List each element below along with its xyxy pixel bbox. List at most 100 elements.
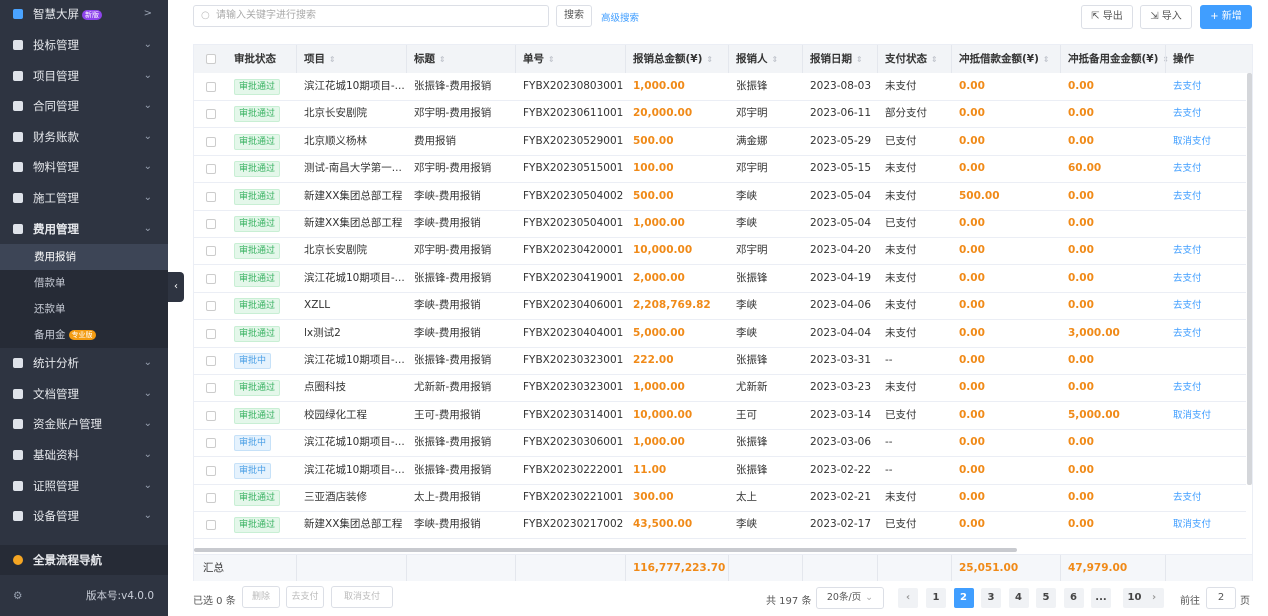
action-link[interactable]: 去支付 bbox=[1173, 300, 1202, 312]
checkbox[interactable] bbox=[206, 301, 216, 312]
page-number[interactable]: 1 bbox=[926, 588, 946, 608]
submenu-item[interactable]: 还款单 bbox=[0, 296, 168, 323]
add-button[interactable]: + 新增 bbox=[1200, 5, 1252, 29]
checkbox[interactable] bbox=[206, 383, 216, 394]
goto-input[interactable]: 2 bbox=[1206, 587, 1236, 609]
cell-text: 李峡-费用报销 bbox=[414, 299, 481, 312]
cell-text: 2023-03-06 bbox=[810, 436, 872, 449]
action-link[interactable]: 去支付 bbox=[1173, 245, 1202, 257]
action-link[interactable]: 去支付 bbox=[1173, 382, 1202, 394]
page-number[interactable]: 3 bbox=[981, 588, 1001, 608]
checkbox[interactable] bbox=[206, 356, 216, 366]
search-input[interactable]: ○ 请输入关键字进行搜索 bbox=[193, 5, 549, 27]
menu-item[interactable]: 投标管理 ⌄ bbox=[0, 30, 168, 60]
page-number[interactable]: 6 bbox=[1063, 588, 1084, 608]
search-button[interactable]: 搜索 bbox=[556, 5, 592, 27]
action-link[interactable]: 取消支付 bbox=[1173, 519, 1212, 531]
menu-item[interactable]: 证照管理 ⌄ bbox=[0, 471, 168, 501]
cell: FYBX20230515001 bbox=[523, 155, 625, 182]
cell: XZLL bbox=[304, 292, 406, 319]
cell: 邓宇明 bbox=[736, 155, 802, 182]
checkbox[interactable] bbox=[206, 246, 216, 257]
menu-item[interactable]: 统计分析 ⌄ bbox=[0, 348, 168, 378]
cell-text: FYBX20230504002 bbox=[523, 189, 624, 202]
brand[interactable]: 智慧大屏 新版 > bbox=[0, 0, 168, 28]
submenu-item[interactable]: 备用金 专业版 bbox=[0, 322, 168, 349]
menu-item[interactable]: 资金账户管理 ⌄ bbox=[0, 409, 168, 439]
column-header[interactable]: 项目 ⇕ bbox=[304, 45, 336, 74]
checkbox[interactable] bbox=[206, 164, 216, 175]
menu-item[interactable]: 基础资料 ⌄ bbox=[0, 440, 168, 470]
checkbox[interactable] bbox=[206, 410, 216, 421]
menu-label: 项目管理 bbox=[33, 68, 79, 83]
action-link[interactable]: 去支付 bbox=[1173, 190, 1202, 202]
checkbox[interactable] bbox=[206, 109, 216, 120]
next-page[interactable]: › bbox=[1144, 588, 1164, 608]
checkbox[interactable] bbox=[206, 54, 216, 64]
amount: 10,000.00 bbox=[633, 244, 693, 257]
menu-item[interactable]: 施工管理 ⌄ bbox=[0, 183, 168, 213]
column-header[interactable]: 支付状态 ⇕ bbox=[885, 45, 938, 74]
checkbox[interactable] bbox=[206, 438, 216, 449]
menu-item[interactable]: 文档管理 ⌄ bbox=[0, 379, 168, 409]
menu-item[interactable]: 合同管理 ⌄ bbox=[0, 91, 168, 121]
action-link[interactable]: 去支付 bbox=[1173, 327, 1202, 339]
column-header[interactable]: 冲抵备用金金额(¥)⇕ bbox=[1068, 45, 1169, 74]
menu-item[interactable]: 项目管理 ⌄ bbox=[0, 61, 168, 91]
prev-page[interactable]: ‹ bbox=[898, 588, 918, 608]
cell: 去支付 bbox=[1173, 484, 1243, 511]
column-header[interactable]: 冲抵借款金额(¥) ⇕ bbox=[959, 45, 1050, 74]
submenu-item[interactable]: 借款单 bbox=[0, 270, 168, 297]
footer-button[interactable]: 删除 bbox=[242, 586, 280, 608]
action-link[interactable]: 去支付 bbox=[1173, 492, 1202, 503]
nav-link[interactable]: 全景流程导航 bbox=[0, 545, 168, 575]
column-header[interactable]: 报销日期 ⇕ bbox=[810, 45, 863, 74]
menu-item[interactable]: 财务账款 ⌄ bbox=[0, 122, 168, 152]
amount: 0.00 bbox=[959, 162, 985, 175]
footer-button[interactable]: 取消支付 bbox=[331, 586, 393, 608]
column-header[interactable]: 报销人 ⇕ bbox=[736, 45, 778, 74]
cell: 滨江花城10期项目-... bbox=[304, 347, 406, 374]
page-number[interactable]: ... bbox=[1091, 588, 1111, 608]
action-link[interactable]: 去支付 bbox=[1173, 163, 1202, 175]
cell-text: 已支付 bbox=[885, 134, 917, 147]
import-button[interactable]: ⇲ 导入 bbox=[1140, 5, 1192, 29]
page-size[interactable]: 20条/页 ⌄ bbox=[816, 587, 884, 609]
menu-item[interactable]: 设备管理 ⌄ bbox=[0, 501, 168, 531]
action-link[interactable]: 取消支付 bbox=[1173, 135, 1212, 147]
cell: 0.00 bbox=[959, 128, 1060, 155]
sidebar: 智慧大屏 新版 > 投标管理 ⌄ 项目管理 ⌄ 合同管理 ⌄ 财务账款 ⌄ 物料管理 ⌄ 施工管理 ⌄ 费用… bbox=[0, 0, 168, 616]
checkbox[interactable] bbox=[206, 191, 216, 202]
checkbox[interactable] bbox=[206, 273, 216, 284]
page-number[interactable]: 4 bbox=[1008, 588, 1029, 608]
footer-button[interactable]: 去支付 bbox=[286, 586, 324, 608]
checkbox[interactable] bbox=[206, 520, 216, 531]
page-number[interactable]: 2 bbox=[953, 588, 974, 608]
submenu-item[interactable]: 费用报销 bbox=[0, 244, 168, 271]
checkbox[interactable] bbox=[206, 82, 216, 92]
checkbox[interactable] bbox=[206, 465, 216, 476]
status-tag: 审批通过 bbox=[234, 216, 281, 232]
collapse-toggle[interactable]: ‹ bbox=[168, 272, 184, 302]
cell-text: 李峡-费用报销 bbox=[414, 217, 481, 229]
checkbox[interactable] bbox=[206, 328, 216, 339]
cell: 新建XX集团总部工程 bbox=[304, 511, 406, 538]
menu-item[interactable]: 费用管理 ⌄ bbox=[0, 214, 168, 244]
cell-text: 已支付 bbox=[885, 518, 917, 531]
page-number[interactable]: 5 bbox=[1036, 588, 1056, 608]
page-number[interactable]: 10 bbox=[1122, 588, 1147, 608]
menu-item[interactable]: 物料管理 ⌄ bbox=[0, 152, 168, 182]
action-link[interactable]: 去支付 bbox=[1173, 108, 1202, 120]
action-link[interactable]: 取消支付 bbox=[1173, 409, 1212, 421]
action-link[interactable]: 去支付 bbox=[1173, 81, 1202, 92]
action-link[interactable]: 去支付 bbox=[1173, 272, 1202, 284]
column-header[interactable]: 报销总金额(¥) ⇕ bbox=[633, 45, 713, 74]
advanced-search[interactable]: 高级搜索 bbox=[601, 13, 640, 24]
column-header[interactable]: 标题 ⇕ bbox=[414, 45, 446, 74]
checkbox[interactable] bbox=[206, 219, 216, 229]
checkbox[interactable] bbox=[206, 136, 216, 147]
checkbox[interactable] bbox=[206, 493, 216, 503]
column-divider bbox=[625, 45, 626, 73]
export-button[interactable]: ⇱ 导出 bbox=[1081, 5, 1133, 29]
column-header[interactable]: 单号 ⇕ bbox=[523, 45, 555, 74]
